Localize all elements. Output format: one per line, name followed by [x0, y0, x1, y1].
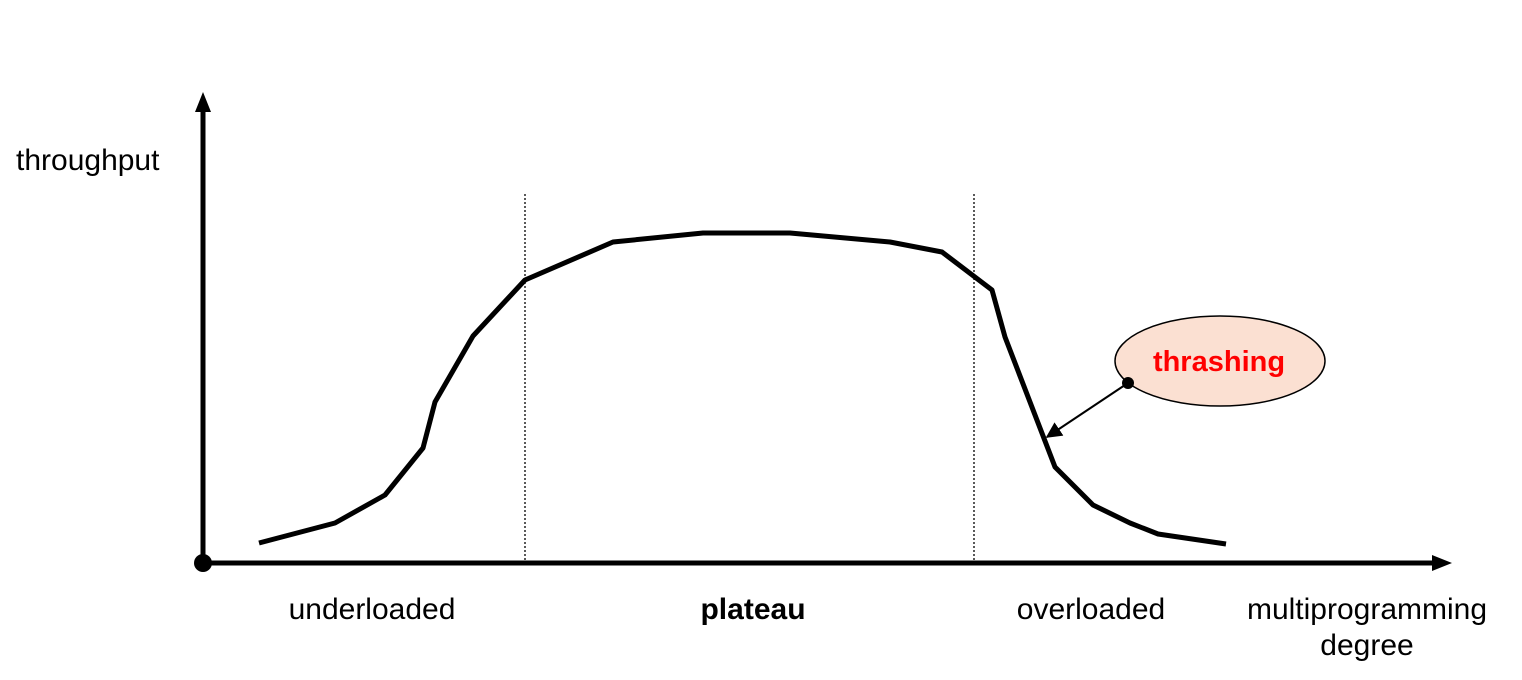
- origin-dot: [194, 554, 212, 572]
- y-axis-label: throughput: [16, 144, 160, 177]
- x-axis-label-line1: multiprogramming: [1247, 593, 1487, 626]
- thrashing-callout-bubble: [1114, 315, 1326, 407]
- region-label-overloaded: overloaded: [1017, 593, 1165, 626]
- x-axis-arrowhead: [1432, 555, 1452, 571]
- region-label-underloaded: underloaded: [289, 593, 456, 626]
- region-label-plateau: plateau: [700, 593, 805, 626]
- x-axis-label-line2: degree: [1320, 629, 1413, 662]
- throughput-curve: [258, 230, 1227, 547]
- thrashing-label: thrashing: [1153, 346, 1285, 378]
- callout-pointer-arrow: [1045, 382, 1129, 438]
- y-axis-arrowhead: [195, 92, 211, 112]
